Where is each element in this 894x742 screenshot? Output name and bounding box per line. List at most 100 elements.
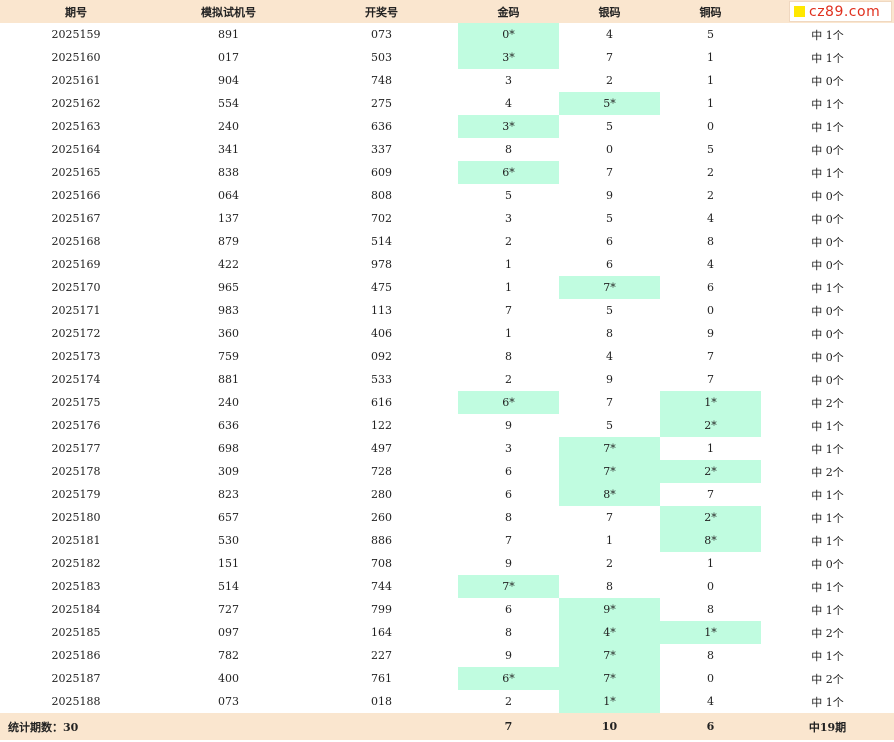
table-row: 2025176 636 122 9 5 2* 中 1个 (0, 414, 894, 437)
silver-cell: 1* (559, 690, 660, 713)
table-row: 2025187 400 761 6* 7* 0 中 2个 (0, 667, 894, 690)
sim-number-cell: 151 (218, 557, 239, 570)
result-cell: 中 1个 (811, 97, 844, 111)
sim-number-cell: 400 (218, 672, 239, 685)
header-gold: 金码 (458, 0, 559, 23)
issue-cell: 2025171 (51, 304, 101, 317)
silver-cell: 1 (606, 534, 613, 547)
sim-number-cell: 514 (218, 580, 239, 593)
silver-cell: 9* (559, 598, 660, 621)
sim-number-cell: 698 (218, 442, 239, 455)
table-row: 2025180 657 260 8 7 2* 中 1个 (0, 506, 894, 529)
bronze-cell: 5 (707, 143, 714, 156)
result-cell: 中 1个 (811, 695, 844, 709)
silver-cell: 5 (606, 419, 613, 432)
gold-cell: 8 (505, 350, 512, 363)
result-cell: 中 1个 (811, 28, 844, 42)
sim-number-cell: 838 (218, 166, 239, 179)
table-row: 2025161 904 748 3 2 1 中 0个 (0, 69, 894, 92)
bronze-cell: 0 (707, 672, 714, 685)
gold-cell: 6 (505, 603, 512, 616)
sim-number-cell: 782 (218, 649, 239, 662)
gold-cell: 8 (505, 143, 512, 156)
silver-cell: 7* (559, 460, 660, 483)
silver-cell: 2 (606, 74, 613, 87)
result-cell: 中 1个 (811, 166, 844, 180)
draw-number-cell: 702 (371, 212, 392, 225)
sim-number-cell: 554 (218, 97, 239, 110)
draw-number-cell: 227 (371, 649, 392, 662)
table-row: 2025166 064 808 5 9 2 中 0个 (0, 184, 894, 207)
bronze-cell: 8 (707, 603, 714, 616)
result-cell: 中 1个 (811, 120, 844, 134)
table-row: 2025171 983 113 7 5 0 中 0个 (0, 299, 894, 322)
gold-cell: 6 (505, 465, 512, 478)
draw-number-cell: 808 (371, 189, 392, 202)
result-cell: 中 2个 (811, 465, 844, 479)
site-logo[interactable]: cz89.com (789, 1, 892, 22)
table-body: 2025159 891 073 0* 4 5 中 1个 2025160 017 503 3* 7 1 中 … (0, 23, 894, 713)
draw-number-cell: 799 (371, 603, 392, 616)
bronze-cell: 5 (707, 28, 714, 41)
issue-cell: 2025162 (51, 97, 101, 110)
draw-number-cell: 514 (371, 235, 392, 248)
issue-cell: 2025174 (51, 373, 101, 386)
draw-number-cell: 609 (371, 166, 392, 179)
gold-cell: 6* (458, 161, 559, 184)
draw-number-cell: 122 (371, 419, 392, 432)
draw-number-cell: 164 (371, 626, 392, 639)
sim-number-cell: 137 (218, 212, 239, 225)
gold-cell: 6* (458, 391, 559, 414)
result-cell: 中 2个 (811, 626, 844, 640)
draw-number-cell: 744 (371, 580, 392, 593)
issue-cell: 2025188 (51, 695, 101, 708)
table-row: 2025185 097 164 8 4* 1* 中 2个 (0, 621, 894, 644)
sim-number-cell: 341 (218, 143, 239, 156)
sim-number-cell: 530 (218, 534, 239, 547)
result-cell: 中 0个 (811, 373, 844, 387)
sim-number-cell: 879 (218, 235, 239, 248)
bronze-cell: 8 (707, 649, 714, 662)
table-row: 2025164 341 337 8 0 5 中 0个 (0, 138, 894, 161)
sim-number-cell: 881 (218, 373, 239, 386)
silver-cell: 7* (559, 644, 660, 667)
gold-cell: 3* (458, 46, 559, 69)
table-row: 2025186 782 227 9 7* 8 中 1个 (0, 644, 894, 667)
table-row: 2025167 137 702 3 5 4 中 0个 (0, 207, 894, 230)
result-cell: 中 1个 (811, 649, 844, 663)
sim-number-cell: 823 (218, 488, 239, 501)
sim-number-cell: 891 (218, 28, 239, 41)
table-row: 2025179 823 280 6 8* 7 中 1个 (0, 483, 894, 506)
result-cell: 中 1个 (811, 51, 844, 65)
issue-cell: 2025183 (51, 580, 101, 593)
footer-empty-1 (152, 713, 305, 740)
bronze-cell: 7 (707, 488, 714, 501)
bronze-cell: 7 (707, 350, 714, 363)
table-row: 2025168 879 514 2 6 8 中 0个 (0, 230, 894, 253)
result-cell: 中 2个 (811, 396, 844, 410)
table-row: 2025184 727 799 6 9* 8 中 1个 (0, 598, 894, 621)
bronze-cell: 2* (660, 506, 761, 529)
issue-cell: 2025176 (51, 419, 101, 432)
draw-number-cell: 728 (371, 465, 392, 478)
silver-cell: 7* (559, 437, 660, 460)
silver-cell: 7* (559, 276, 660, 299)
result-cell: 中 1个 (811, 419, 844, 433)
gold-cell: 8 (505, 626, 512, 639)
result-cell: 中 2个 (811, 672, 844, 686)
header-issue: 期号 (0, 0, 152, 23)
sim-number-cell: 240 (218, 396, 239, 409)
draw-number-cell: 073 (371, 28, 392, 41)
issue-cell: 2025170 (51, 281, 101, 294)
draw-number-cell: 113 (371, 304, 392, 317)
table-row: 2025170 965 475 1 7* 6 中 1个 (0, 276, 894, 299)
silver-cell: 9 (606, 373, 613, 386)
footer-empty-2 (305, 713, 458, 740)
issue-cell: 2025175 (51, 396, 101, 409)
draw-number-cell: 406 (371, 327, 392, 340)
silver-cell: 0 (606, 143, 613, 156)
sim-number-cell: 309 (218, 465, 239, 478)
sim-number-cell: 759 (218, 350, 239, 363)
draw-number-cell: 886 (371, 534, 392, 547)
issue-cell: 2025164 (51, 143, 101, 156)
